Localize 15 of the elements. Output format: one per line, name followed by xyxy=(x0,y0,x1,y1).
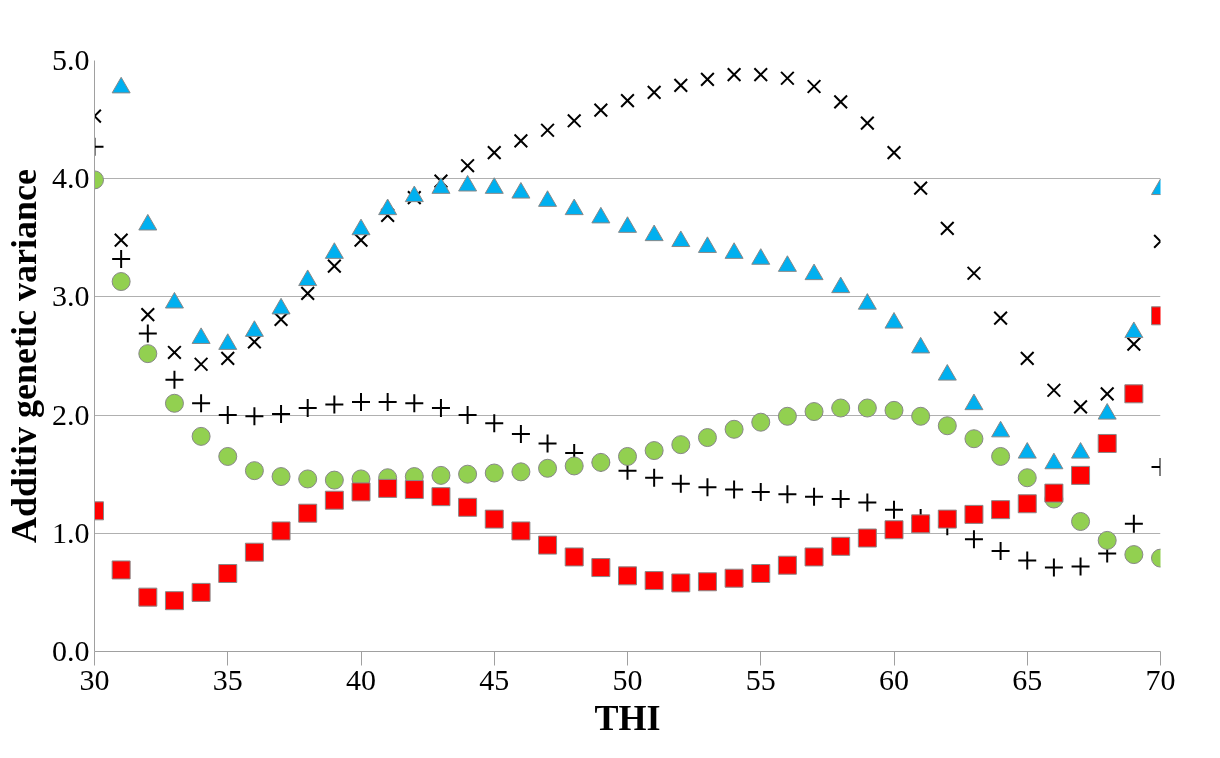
x-tick-label: 35 xyxy=(212,662,243,696)
x-tick-label: 40 xyxy=(346,662,376,696)
x-tick-label: 70 xyxy=(1145,662,1176,696)
y-tick-label: 4.0 xyxy=(52,161,90,195)
x-tick-label: 65 xyxy=(1012,662,1043,696)
x-tick-label: 45 xyxy=(479,662,510,696)
y-tick-label: 1.0 xyxy=(52,515,90,549)
x-tick-label: 55 xyxy=(745,662,776,696)
y-tick-label: 3.0 xyxy=(52,279,90,313)
x-axis-title: THI xyxy=(594,697,661,738)
y-tick-label: 2.0 xyxy=(52,397,90,431)
y-axis-title: Additiv genetic variance xyxy=(4,169,44,543)
y-tick-label: 5.0 xyxy=(52,43,90,76)
x-tick-label: 60 xyxy=(879,662,909,696)
x-tick-label: 50 xyxy=(612,662,643,696)
